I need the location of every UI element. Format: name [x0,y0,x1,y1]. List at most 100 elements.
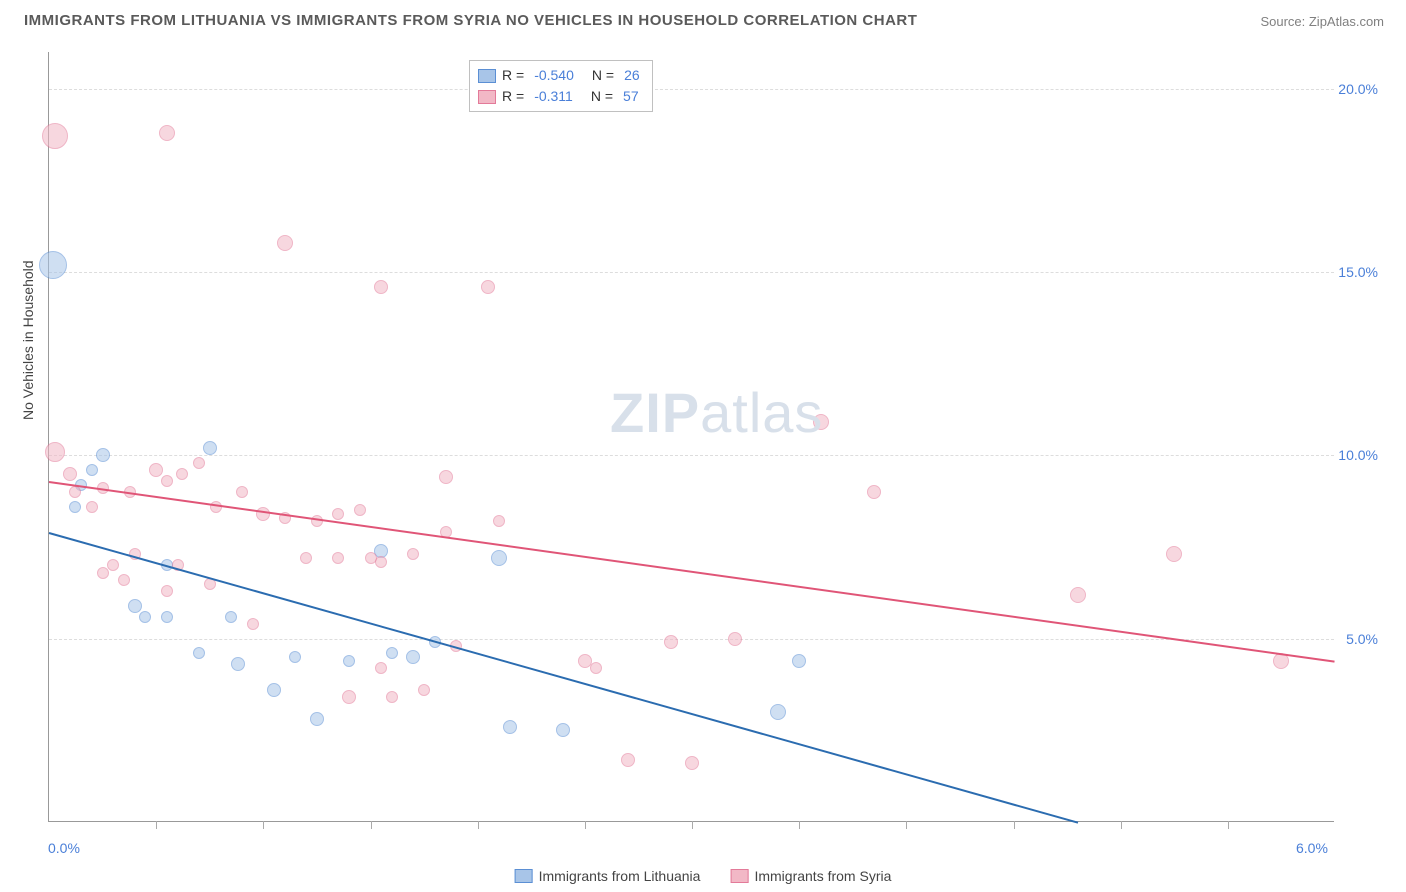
data-point [161,475,173,487]
data-point [86,501,98,513]
legend-r-value: -0.540 [534,65,574,86]
data-point [375,662,387,674]
x-tick [1228,821,1229,829]
data-point [159,125,175,141]
data-point [770,704,786,720]
data-point [63,467,77,481]
data-point [556,723,570,737]
data-point [193,457,205,469]
data-point [39,251,67,279]
data-point [503,720,517,734]
data-point [149,463,163,477]
data-point [310,712,324,726]
x-tick [263,821,264,829]
gridline [49,639,1334,640]
legend-row: R = -0.540 N = 26 [478,65,640,86]
data-point [493,515,505,527]
x-tick [371,821,372,829]
legend-label: Immigrants from Syria [754,868,891,884]
source-label: Source: ZipAtlas.com [1260,14,1384,29]
legend-n-value: 57 [623,86,639,107]
data-point [386,691,398,703]
data-point [176,468,188,480]
correlation-legend: R = -0.540 N = 26 R = -0.311 N = 57 [469,60,653,112]
gridline [49,455,1334,456]
x-tick [1014,821,1015,829]
x-tick [1121,821,1122,829]
legend-item: Immigrants from Lithuania [515,868,701,884]
data-point [277,235,293,251]
data-point [867,485,881,499]
trend-line [49,532,1078,824]
gridline [49,89,1334,90]
data-point [193,647,205,659]
legend-r-value: -0.311 [534,86,573,107]
data-point [481,280,495,294]
data-point [42,123,68,149]
legend-r-label: R = [502,86,524,107]
data-point [374,280,388,294]
data-point [418,684,430,696]
data-point [386,647,398,659]
data-point [685,756,699,770]
x-tick [478,821,479,829]
legend-label: Immigrants from Lithuania [539,868,701,884]
data-point [332,552,344,564]
data-point [128,599,142,613]
data-point [354,504,366,516]
chart-title: IMMIGRANTS FROM LITHUANIA VS IMMIGRANTS … [24,12,917,29]
data-point [86,464,98,476]
bottom-legend: Immigrants from Lithuania Immigrants from… [515,868,892,884]
data-point [225,611,237,623]
legend-r-label: R = [502,65,524,86]
data-point [118,574,130,586]
data-point [107,559,119,571]
x-tick [692,821,693,829]
data-point [1166,546,1182,562]
data-point [590,662,602,674]
data-point [792,654,806,668]
data-point [332,508,344,520]
data-point [664,635,678,649]
data-point [69,486,81,498]
x-tick [906,821,907,829]
data-point [203,441,217,455]
data-point [139,611,151,623]
y-tick-label: 5.0% [1346,631,1378,647]
legend-swatch [478,69,496,83]
legend-swatch [478,90,496,104]
data-point [343,655,355,667]
data-point [407,548,419,560]
data-point [45,442,65,462]
data-point [289,651,301,663]
data-point [375,556,387,568]
legend-n-label: N = [591,86,613,107]
x-tick [156,821,157,829]
legend-swatch [730,869,748,883]
data-point [1070,587,1086,603]
legend-row: R = -0.311 N = 57 [478,86,640,107]
y-axis-label: No Vehicles in Household [20,260,36,420]
data-point [491,550,507,566]
legend-n-value: 26 [624,65,640,86]
data-point [256,507,270,521]
legend-n-label: N = [592,65,614,86]
gridline [49,272,1334,273]
data-point [342,690,356,704]
data-point [439,470,453,484]
trend-line [49,481,1335,663]
data-point [813,414,829,430]
y-tick-label: 20.0% [1338,81,1378,97]
y-tick-label: 10.0% [1338,447,1378,463]
data-point [300,552,312,564]
data-point [621,753,635,767]
data-point [406,650,420,664]
data-point [236,486,248,498]
data-point [247,618,259,630]
x-tick [585,821,586,829]
data-point [69,501,81,513]
x-tick [799,821,800,829]
x-tick-label: 6.0% [1296,840,1328,856]
data-point [97,567,109,579]
legend-swatch [515,869,533,883]
